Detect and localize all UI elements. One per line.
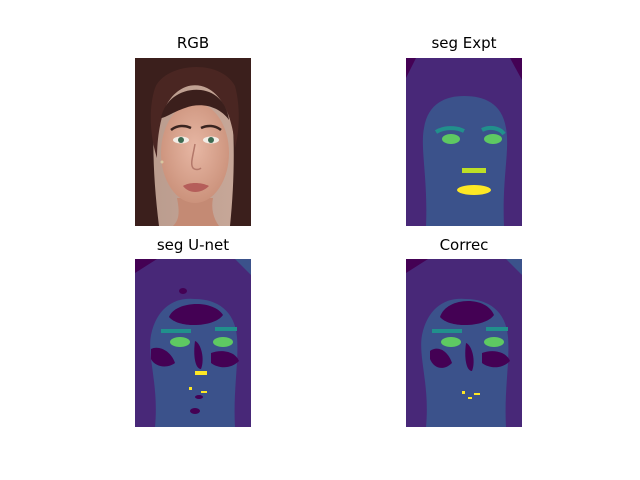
segmentation-unet-image [135, 259, 251, 427]
portrait-image [135, 58, 251, 226]
correc-map [406, 259, 522, 427]
seg-expt-map [406, 58, 522, 226]
title-seg-expt: seg Expt [431, 34, 497, 52]
segmentation-correc-image [406, 259, 522, 427]
segmentation-expt-image [406, 58, 522, 226]
title-rgb: RGB [176, 34, 210, 52]
seg-unet-map [135, 259, 251, 427]
title-seg-unet: seg U-net [156, 236, 230, 254]
rgb-photo [135, 58, 251, 226]
title-correc: Correc [439, 236, 489, 254]
